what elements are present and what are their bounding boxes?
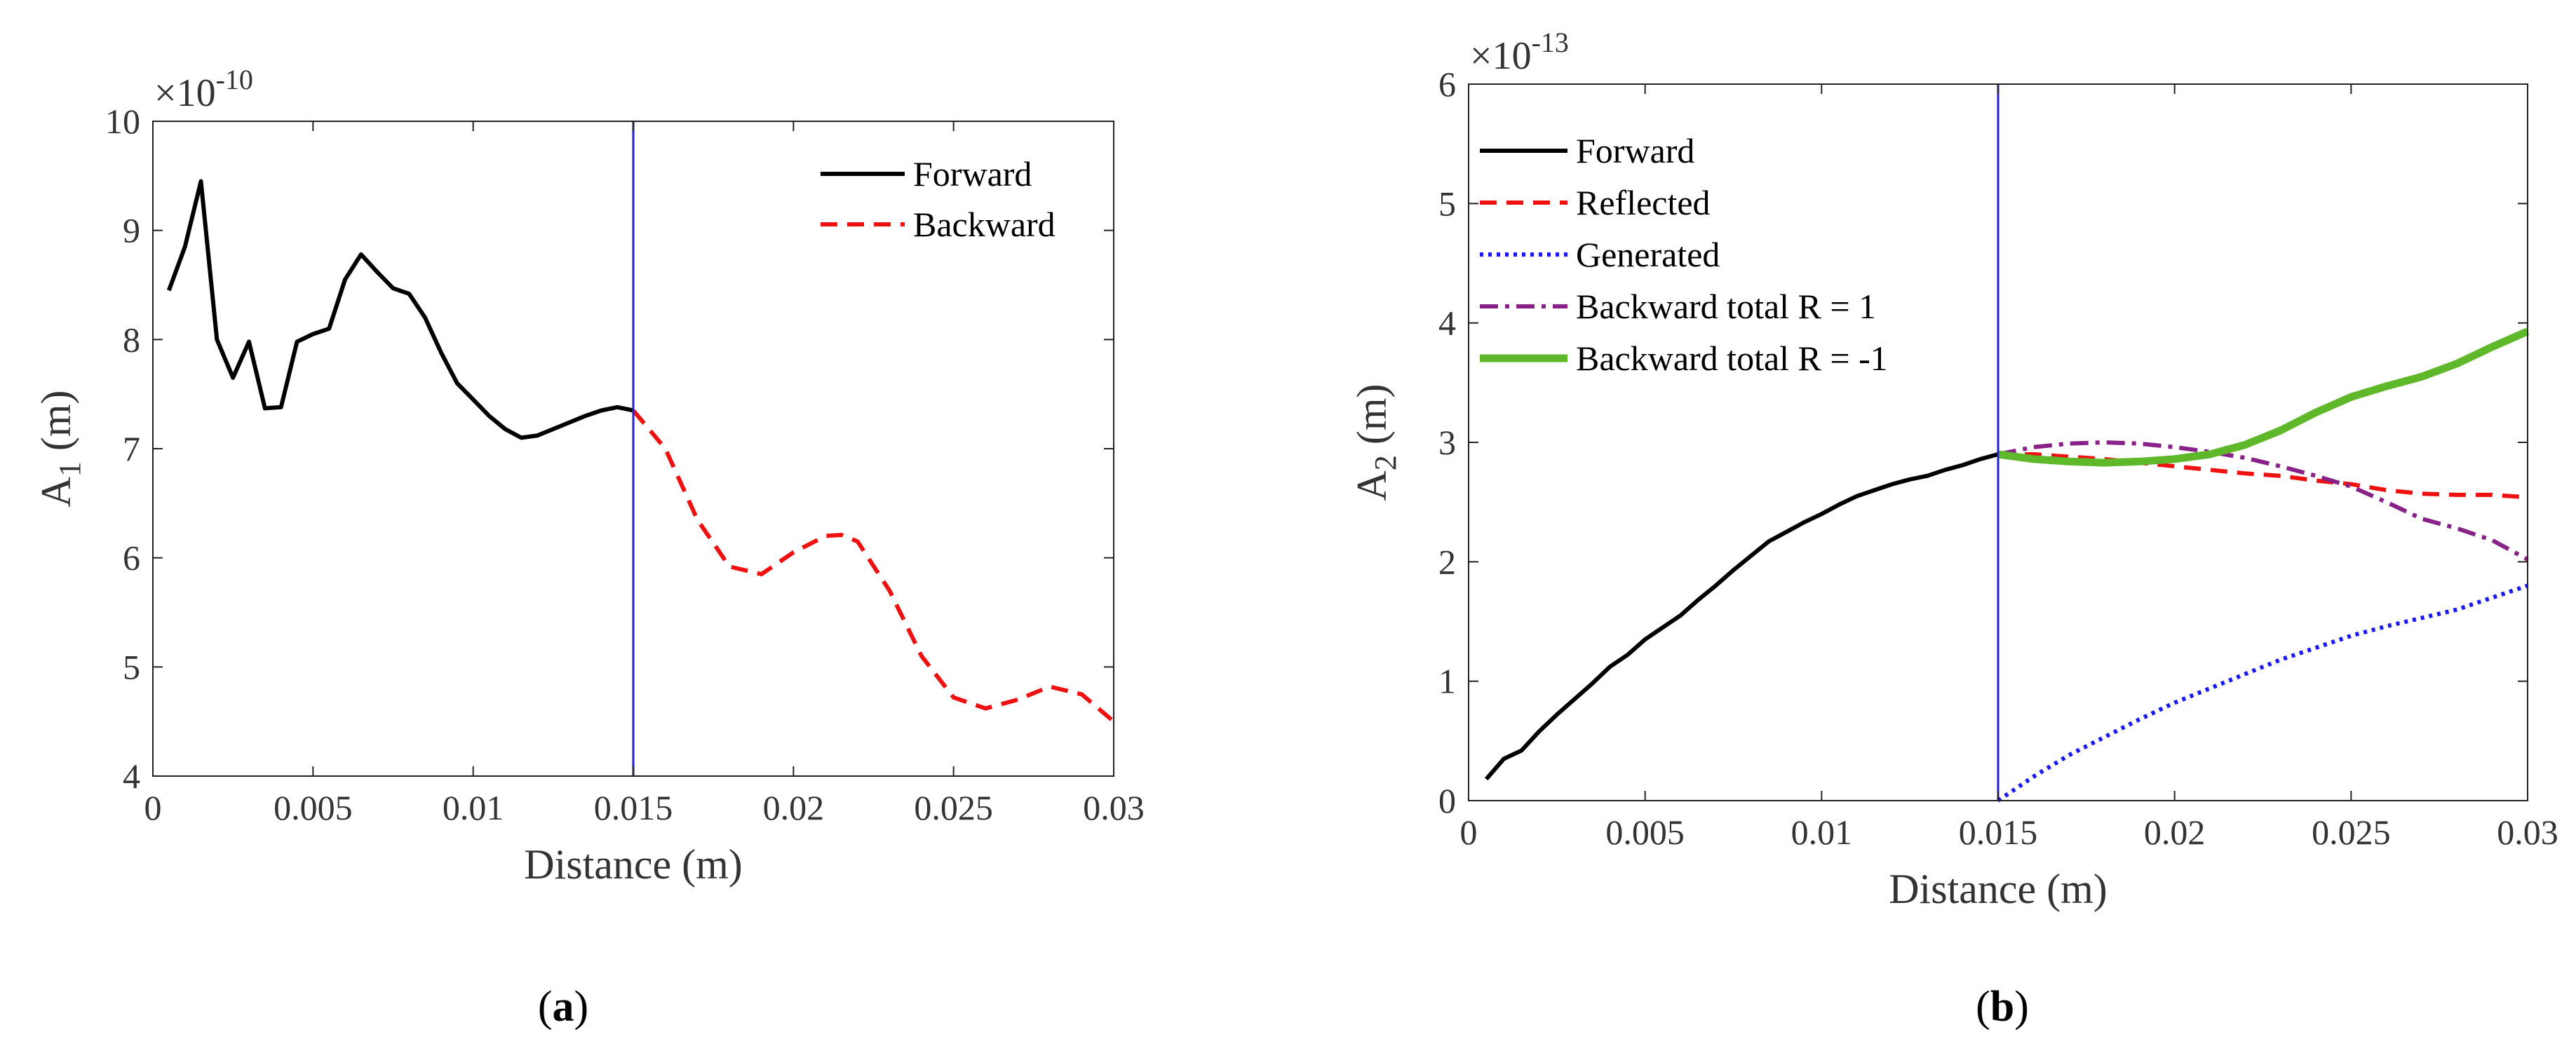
panel-b-y-tick-label: 5	[1438, 184, 1456, 223]
panel-b-y-tick-label: 4	[1438, 304, 1456, 343]
panel-b-label-letter: b	[1990, 983, 2014, 1031]
panel-b-series-forward	[1484, 452, 1999, 781]
panel-a-y-tick-label: 7	[123, 429, 140, 468]
panel-a-label-open: (	[538, 983, 553, 1031]
panel-a-y-tick-label: 5	[123, 647, 140, 686]
panel-a-y-tick-label: 8	[123, 320, 140, 359]
panel-b-legend: Forward Reflected Generated Backward total …	[1480, 131, 1888, 378]
panel-a-y-multiplier: ×10-10	[154, 64, 253, 115]
panel-a-legend: Forward Backward	[821, 154, 1056, 244]
panel-b-y-tick-label: 0	[1438, 781, 1456, 820]
panel-b-x-axis-label: Distance (m)	[1889, 866, 2108, 912]
panel-b-series-backward-total-r-1	[1997, 440, 2529, 562]
panel-b-series-group	[1484, 327, 2530, 803]
panel-b-ticks: 0 0.005 0.01 0.015 0.02 0.025 0.03 0 1 2 3 4 5 6	[1438, 64, 2558, 852]
panel-a-y-multiplier-exponent: -10	[216, 64, 253, 95]
panel-b-series-reflected	[1998, 452, 2528, 500]
panel-b-x-tick-label: 0.005	[1605, 813, 1685, 852]
panel-b-label-open: (	[1976, 983, 1990, 1031]
panel-a-x-tick-label: 0.005	[274, 788, 353, 827]
panel-b-y-tick-label: 3	[1438, 423, 1456, 462]
panel-b-series-backward-total-r-1	[1997, 327, 2530, 467]
panel-a-y-axis-label-subscript: 1	[53, 461, 87, 477]
panel-b-x-tick-label: 0.025	[2312, 813, 2391, 852]
panel-b-label: (b)	[1976, 983, 2029, 1031]
panel-b-x-tick-label: 0	[1460, 813, 1478, 852]
panel-b-y-tick-label: 1	[1438, 662, 1456, 701]
panel-b-y-axis-label-base: A	[1349, 470, 1395, 501]
panel-a-y-axis-label-base: A	[33, 477, 79, 507]
panel-b-label-close: )	[2014, 983, 2029, 1031]
panel-a-y-tick-label: 10	[105, 102, 140, 141]
panel-a-series-group	[166, 179, 1115, 724]
panel-a-y-tick-label: 6	[123, 538, 140, 578]
panel-a-ticks: 0 0.005 0.01 0.015 0.02 0.025 0.03 4 5 6 7 8 9 10	[105, 102, 1145, 827]
panel-b-y-axis-label-unit: (m)	[1349, 384, 1395, 456]
panel-a-chart: 0 0.005 0.01 0.015 0.02 0.025 0.03 4 5 6 7 8 9 10 ×10…	[33, 64, 1145, 1031]
panel-b-y-multiplier-prefix: ×10	[1470, 34, 1532, 78]
panel-a-label-close: )	[574, 983, 589, 1031]
panel-a-y-axis-label-unit: (m)	[33, 390, 79, 462]
panel-b-x-tick-label: 0.015	[1959, 813, 2038, 852]
panel-a-x-tick-label: 0.01	[443, 788, 504, 827]
panel-b-legend-label: Forward	[1576, 131, 1694, 170]
panel-b-y-tick-label: 2	[1438, 542, 1456, 581]
panel-a-label-letter: a	[553, 983, 574, 1031]
panel-a-x-tick-label: 0.015	[594, 788, 673, 827]
panel-a-y-multiplier-prefix: ×10	[154, 72, 216, 115]
panel-b-y-tick-label: 6	[1438, 64, 1456, 104]
panel-a-x-tick-label: 0.02	[763, 788, 825, 827]
panel-b-x-tick-label: 0.01	[1791, 813, 1853, 852]
panel-b-series-generated	[1997, 583, 2528, 803]
panel-b-y-axis-label: A2 (m)	[1349, 384, 1403, 501]
panel-b-y-axis-label-subscript: 2	[1368, 455, 1403, 470]
panel-b-chart: 0 0.005 0.01 0.015 0.02 0.025 0.03 0 1 2 3 4 5 6 ×10-…	[1349, 27, 2558, 1031]
panel-a-legend-label: Backward	[913, 205, 1056, 244]
panel-b-y-multiplier: ×10-13	[1470, 27, 1569, 78]
panel-a-series-forward	[166, 179, 634, 440]
panel-b-legend-label: Backward total R = -1	[1576, 339, 1888, 378]
panel-a-x-tick-label: 0.03	[1083, 788, 1145, 827]
panel-a-y-tick-label: 4	[123, 756, 140, 796]
panel-b-legend-label: Generated	[1576, 235, 1720, 274]
panel-b-y-multiplier-exponent: -13	[1532, 27, 1569, 58]
panel-b-x-tick-label: 0.03	[2497, 813, 2558, 852]
panel-a-legend-label: Forward	[913, 154, 1032, 193]
panel-b-legend-label: Backward total R = 1	[1576, 287, 1876, 326]
panel-a-label: (a)	[538, 983, 588, 1031]
panel-a-x-axis-label: Distance (m)	[524, 841, 743, 888]
panel-a-x-tick-label: 0.025	[914, 788, 993, 827]
panel-a-series-backward	[631, 409, 1115, 724]
panel-b-x-tick-label: 0.02	[2144, 813, 2206, 852]
panel-a-y-tick-label: 9	[123, 211, 140, 250]
panel-b-legend-label: Reflected	[1576, 183, 1711, 222]
panel-a-y-axis-label: A1 (m)	[33, 390, 87, 508]
panel-a-x-tick-label: 0	[144, 788, 162, 827]
